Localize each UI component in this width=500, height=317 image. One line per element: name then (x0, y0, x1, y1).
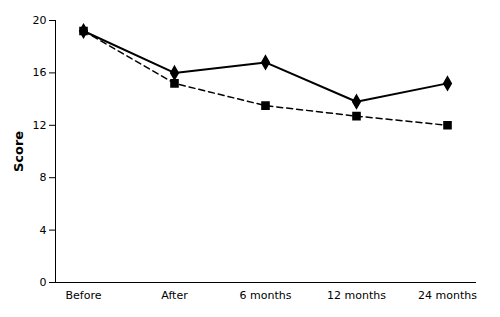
svg-text:16: 16 (33, 66, 47, 79)
svg-text:Before: Before (66, 289, 102, 302)
svg-text:Score: Score (11, 131, 26, 172)
svg-text:0: 0 (40, 276, 47, 289)
svg-text:After: After (161, 289, 188, 302)
svg-text:12 months: 12 months (327, 289, 386, 302)
svg-text:20: 20 (33, 14, 47, 27)
svg-text:6 months: 6 months (240, 289, 292, 302)
svg-text:4: 4 (40, 224, 47, 237)
svg-text:8: 8 (40, 171, 47, 184)
svg-text:12: 12 (33, 119, 47, 132)
svg-text:24 months: 24 months (418, 289, 477, 302)
